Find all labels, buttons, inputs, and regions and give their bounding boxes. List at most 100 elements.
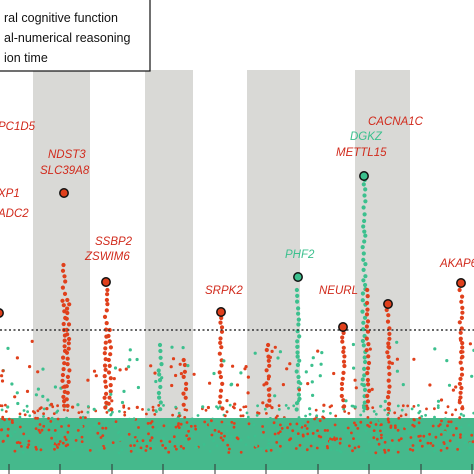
snp-point	[294, 369, 299, 374]
snp-point	[363, 282, 368, 288]
snp-point	[97, 424, 101, 428]
snp-point	[459, 356, 463, 360]
snp-point	[182, 362, 187, 368]
snp-point	[371, 406, 375, 409]
snp-point	[460, 310, 465, 315]
snp-point	[263, 407, 267, 411]
snp-point	[171, 357, 176, 361]
snp-point	[343, 410, 347, 413]
snp-point	[102, 395, 107, 400]
snp-point	[315, 414, 319, 418]
snp-point	[294, 407, 299, 412]
snp-point	[384, 307, 389, 313]
snp-point	[363, 262, 368, 267]
snp-point	[158, 407, 163, 412]
snp-point	[159, 362, 164, 367]
snp-point	[216, 407, 220, 410]
snp-point	[129, 449, 133, 453]
snp-point	[409, 436, 413, 439]
snp-point	[363, 359, 368, 365]
snp-point	[452, 433, 455, 437]
snp-point	[0, 404, 4, 408]
snp-point	[266, 377, 271, 381]
snp-point	[106, 401, 111, 406]
snp-point	[219, 363, 224, 368]
snp-point	[187, 426, 190, 430]
snp-point	[296, 374, 301, 380]
snp-point	[202, 443, 206, 446]
snp-point	[387, 448, 390, 452]
snp-point	[181, 374, 186, 379]
snp-point	[117, 451, 121, 455]
snp-point	[362, 239, 367, 244]
snp-point	[314, 408, 318, 412]
snp-point	[6, 427, 10, 431]
snp-point	[196, 428, 200, 431]
snp-point	[279, 449, 282, 453]
snp-point	[341, 330, 346, 336]
snp-point	[394, 426, 397, 430]
snp-point	[61, 321, 66, 327]
snp-point	[467, 423, 471, 427]
snp-point	[94, 421, 98, 425]
snp-point	[15, 391, 19, 395]
snp-point	[65, 356, 70, 361]
snp-point	[297, 427, 301, 431]
snp-point	[244, 365, 248, 369]
snp-point	[373, 417, 377, 421]
snp-point	[338, 441, 342, 445]
snp-point	[359, 413, 363, 417]
snp-point	[278, 350, 282, 354]
snp-point	[217, 400, 222, 405]
snp-point	[426, 441, 430, 445]
snp-point	[309, 444, 313, 448]
snp-point	[458, 395, 463, 400]
snp-point	[150, 436, 154, 439]
snp-point	[354, 386, 358, 390]
snp-point	[390, 417, 394, 421]
snp-point	[127, 407, 131, 410]
snp-point	[88, 449, 92, 452]
snp-point	[64, 397, 69, 402]
snp-point	[277, 431, 280, 435]
snp-point	[468, 446, 471, 450]
snp-point	[362, 229, 367, 234]
snp-point	[46, 398, 50, 402]
snp-point	[108, 345, 113, 350]
snp-point	[365, 371, 370, 376]
snp-point	[365, 366, 371, 371]
snp-point	[372, 436, 376, 440]
snp-point	[185, 434, 189, 437]
snp-point	[104, 297, 109, 303]
snp-point	[305, 448, 309, 452]
snp-point	[157, 372, 162, 377]
snp-point	[57, 442, 61, 446]
snp-point	[351, 449, 354, 453]
snp-point	[56, 424, 60, 428]
snp-point	[438, 429, 442, 433]
snp-point	[97, 422, 101, 425]
snp-point	[61, 394, 66, 399]
snp-point	[190, 417, 194, 421]
snp-point	[133, 444, 136, 447]
snp-point	[60, 298, 65, 303]
snp-point	[227, 451, 231, 454]
gene-label: SLC39A8	[40, 165, 90, 177]
snp-point	[267, 363, 272, 368]
snp-point	[276, 356, 280, 360]
snp-point	[181, 402, 186, 407]
snp-point	[239, 408, 242, 412]
snp-point	[80, 425, 83, 428]
snp-point	[181, 357, 186, 363]
snp-point	[297, 416, 301, 419]
snp-point	[177, 411, 181, 415]
snp-point	[470, 433, 474, 437]
snp-point	[310, 380, 314, 384]
snp-point	[365, 393, 370, 398]
snp-point	[157, 342, 163, 348]
snp-point	[158, 384, 163, 390]
gene-label: AKAP6	[439, 258, 474, 270]
snp-point	[34, 427, 38, 430]
snp-point	[149, 364, 153, 368]
snp-point	[433, 347, 437, 351]
